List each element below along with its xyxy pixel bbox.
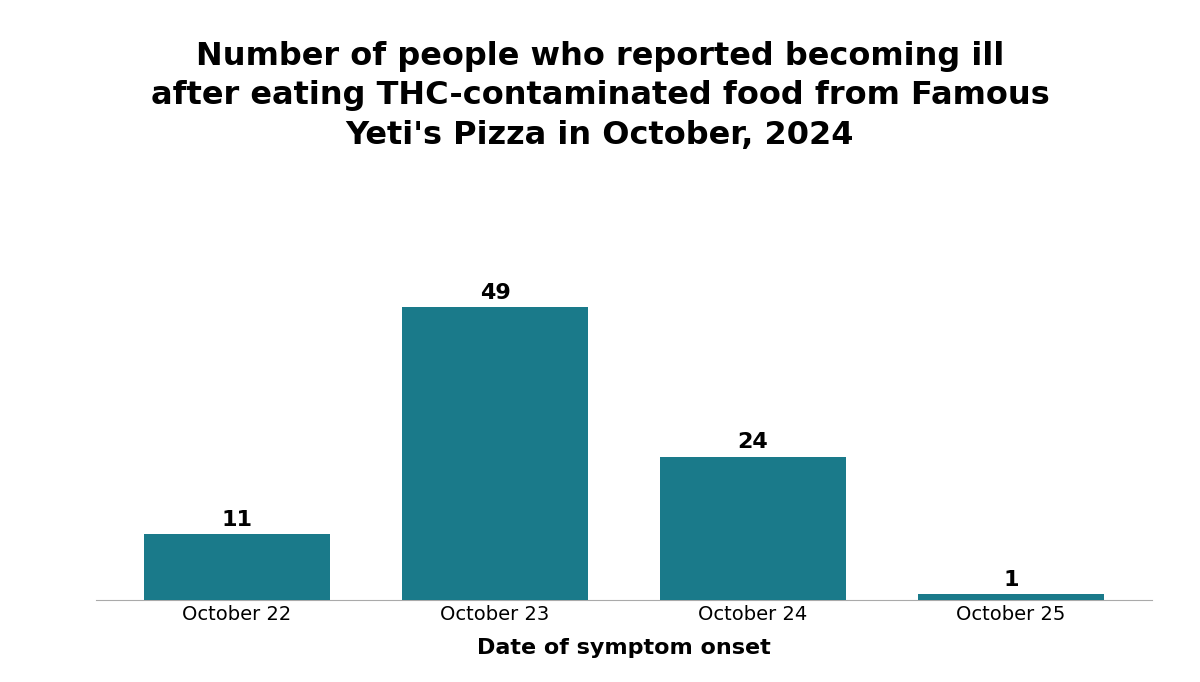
Bar — [144, 535, 330, 600]
Text: 1: 1 — [1003, 570, 1019, 590]
Bar — [918, 594, 1104, 600]
Text: 24: 24 — [738, 432, 768, 452]
Text: 49: 49 — [480, 283, 510, 303]
Text: 11: 11 — [222, 510, 252, 530]
Text: Number of people who reported becoming ill
after eating THC-contaminated food fr: Number of people who reported becoming i… — [151, 41, 1049, 151]
X-axis label: Date of symptom onset: Date of symptom onset — [478, 638, 770, 658]
Bar — [402, 307, 588, 600]
Bar — [660, 456, 846, 600]
